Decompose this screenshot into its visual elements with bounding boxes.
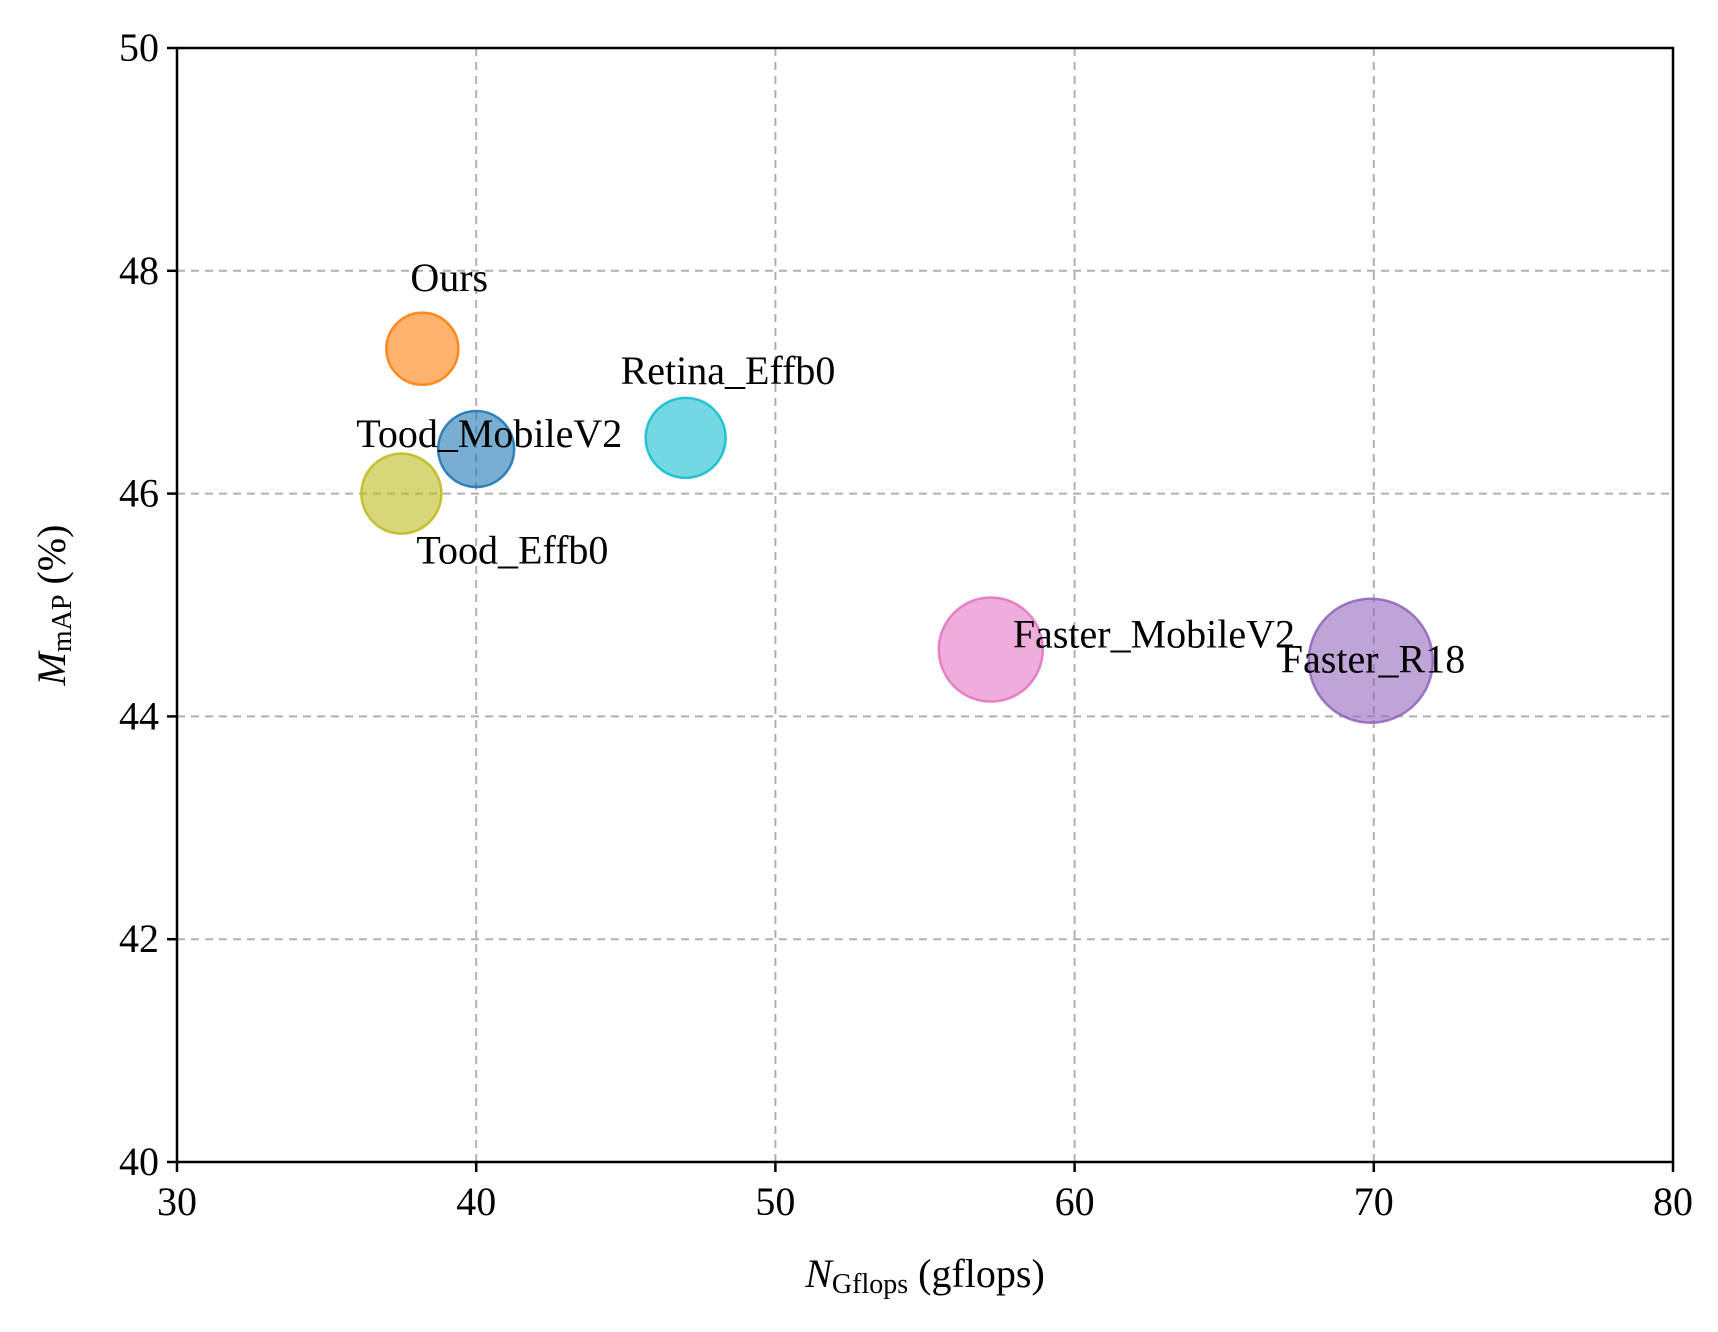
data-point-label: Tood_Effb0: [416, 528, 608, 573]
x-axis-label-main: N: [804, 1251, 834, 1296]
x-axis-label-rest: (gflops): [908, 1251, 1045, 1296]
x-tick-label: 40: [456, 1179, 496, 1224]
y-tick-label: 46: [119, 471, 159, 516]
data-point-bubble: [937, 596, 1045, 703]
data-point-bubble: [436, 409, 516, 489]
y-axis-label-sub: mAP: [47, 595, 78, 653]
x-tick-label: 50: [755, 1179, 795, 1224]
data-point-bubble: [644, 396, 727, 480]
x-tick-label: 70: [1354, 1179, 1394, 1224]
y-tick-label: 40: [119, 1139, 159, 1184]
x-tick-label: 80: [1653, 1179, 1693, 1224]
point-labels: Ours Tood_MobileV2 Tood_Effb0 Retina_Effb0 F…: [356, 255, 1465, 682]
y-axis-label-main: M: [29, 649, 74, 686]
data-point-label: Ours: [410, 255, 488, 300]
x-axis-label: NGflops (gflops): [804, 1251, 1045, 1300]
y-tick-label: 44: [119, 693, 159, 738]
y-tick-label: 50: [119, 25, 159, 70]
data-point-label: Tood_MobileV2: [356, 411, 622, 456]
data-point-label: Faster_MobileV2: [1013, 612, 1295, 657]
data-point-label: Faster_R18: [1281, 637, 1465, 682]
y-tick-label: 42: [119, 916, 159, 961]
data-point-bubble: [360, 452, 443, 535]
y-axis-label: MmAP (%): [29, 525, 78, 687]
y-axis-label-rest: (%): [29, 525, 74, 595]
grid-lines: [177, 48, 1673, 1162]
data-point-label: Retina_Effb0: [621, 348, 836, 393]
x-tick-label: 60: [1055, 1179, 1095, 1224]
y-tick-label: 48: [119, 248, 159, 293]
plot-frame: [175, 46, 1675, 1164]
data-point-bubble: [1307, 597, 1435, 724]
data-points: [360, 311, 1435, 724]
data-point-bubble: [385, 311, 460, 387]
x-axis-label-sub: Gflops: [832, 1269, 908, 1300]
x-tick-label: 30: [157, 1179, 197, 1224]
